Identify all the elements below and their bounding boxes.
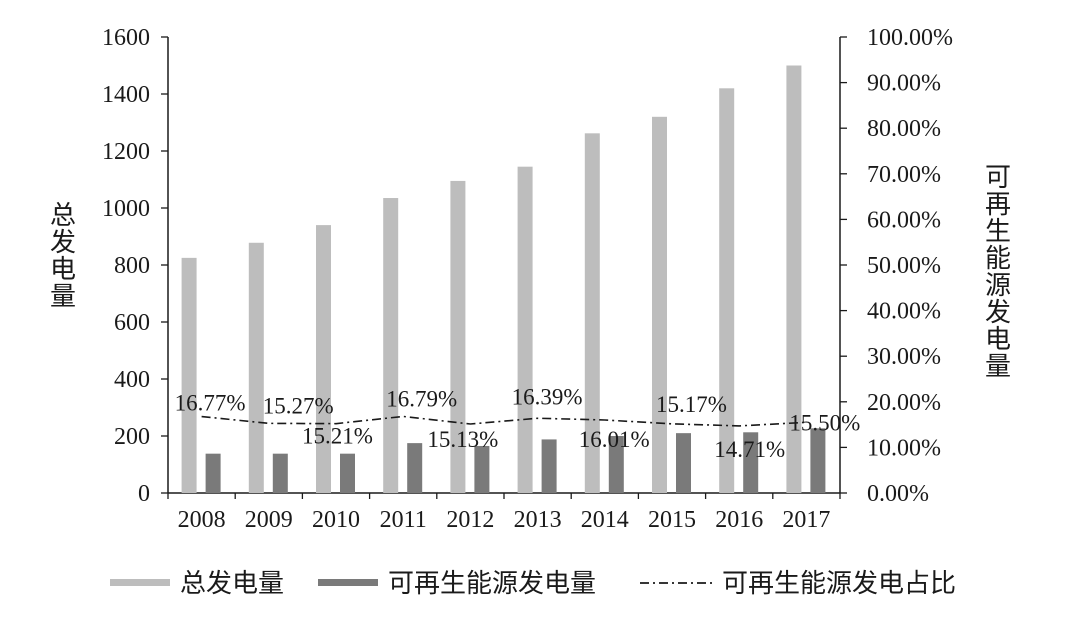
share-data-label: 15.13%: [427, 427, 498, 452]
left-axis-title-char: 量: [50, 282, 76, 312]
right-axis-title-char: 源: [985, 271, 1011, 301]
bar-renewable-2017: [810, 428, 826, 493]
bar-renewable-2014: [608, 436, 624, 493]
share-data-label: 16.39%: [512, 384, 583, 409]
right-axis-title-char: 电: [985, 325, 1011, 355]
x-tick-label: 2010: [312, 507, 360, 533]
left-tick-label: 1600: [102, 25, 150, 51]
right-tick-label: 90.00%: [867, 71, 941, 97]
bar-renewable-2015: [676, 433, 691, 493]
right-tick-label: 40.00%: [867, 299, 941, 325]
left-tick-label: 200: [114, 424, 150, 450]
left-tick-label: 800: [114, 253, 150, 279]
bar-renewable-2008: [205, 453, 221, 493]
share-data-label: 15.50%: [789, 410, 860, 435]
bar-renewable-2010: [340, 453, 355, 493]
right-axis-title-char: 生: [985, 217, 1011, 247]
bar-total-2009: [248, 242, 264, 493]
bar-renewable-2009: [272, 453, 288, 493]
renewable-share-line: [201, 415, 807, 427]
right-tick-label: 20.00%: [867, 390, 941, 416]
legend-label-share: 可再生能源发电占比: [722, 569, 956, 599]
share-data-label: 16.01%: [579, 427, 650, 452]
bar-total-2016: [719, 88, 735, 494]
bar-renewable-2013: [541, 439, 557, 493]
share-data-label: 15.21%: [302, 424, 373, 449]
left-tick-label: 1000: [102, 196, 150, 222]
bar-total-2017: [786, 65, 802, 493]
left-axis-title-char: 总: [50, 201, 76, 231]
share-data-label: 15.17%: [656, 392, 727, 417]
share-data-label: 16.77%: [175, 391, 246, 416]
right-axis-title-char: 量: [985, 352, 1011, 382]
x-tick-label: 2008: [178, 507, 226, 533]
right-axis-title-char: 可: [985, 163, 1011, 193]
right-tick-label: 30.00%: [867, 344, 941, 370]
left-tick-label: 400: [114, 367, 150, 393]
bar-total-2014: [584, 133, 600, 493]
bar-total-2013: [517, 166, 533, 494]
x-tick-label: 2011: [380, 507, 427, 533]
left-axis-title-char: 发: [50, 228, 76, 258]
bar-total-2011: [383, 198, 399, 493]
legend-swatch-total: [110, 579, 170, 586]
x-tick-label: 2012: [446, 507, 494, 533]
left-tick-label: 1400: [102, 82, 150, 108]
x-tick-label: 2014: [581, 507, 629, 533]
right-axis-title-char: 再: [985, 190, 1011, 220]
share-data-label: 15.27%: [263, 393, 334, 418]
bar-renewable-2011: [407, 443, 423, 493]
x-tick-label: 2016: [715, 507, 763, 533]
share-data-label: 14.71%: [714, 437, 785, 462]
left-tick-label: 1200: [102, 139, 150, 165]
right-tick-label: 80.00%: [867, 116, 941, 142]
bar-total-2010: [316, 225, 331, 493]
right-tick-label: 60.00%: [867, 207, 941, 233]
bar-total-2008: [181, 257, 197, 493]
right-tick-label: 0.00%: [867, 481, 929, 507]
legend-swatch-renewable: [318, 579, 378, 586]
bar-total-2015: [652, 116, 667, 494]
right-tick-label: 50.00%: [867, 253, 941, 279]
x-tick-label: 2015: [648, 507, 696, 533]
left-tick-label: 600: [114, 310, 150, 336]
bar-renewable-2012: [474, 445, 490, 493]
x-tick-label: 2017: [782, 507, 830, 533]
legend-label-total: 总发电量: [180, 569, 284, 599]
right-tick-label: 70.00%: [867, 162, 941, 188]
x-tick-label: 2009: [245, 507, 293, 533]
bar-total-2012: [450, 180, 466, 494]
bar-renewable-2016: [743, 432, 759, 493]
right-axis-title-char: 发: [985, 298, 1011, 328]
left-axis-title-char: 电: [50, 255, 76, 285]
right-tick-label: 100.00%: [867, 25, 953, 51]
share-data-label: 16.79%: [386, 386, 457, 411]
left-tick-label: 0: [138, 481, 150, 507]
right-axis-title-char: 能: [985, 244, 1011, 274]
right-tick-label: 10.00%: [867, 435, 941, 461]
legend-label-renewable: 可再生能源发电量: [388, 569, 596, 599]
x-tick-label: 2013: [514, 507, 562, 533]
